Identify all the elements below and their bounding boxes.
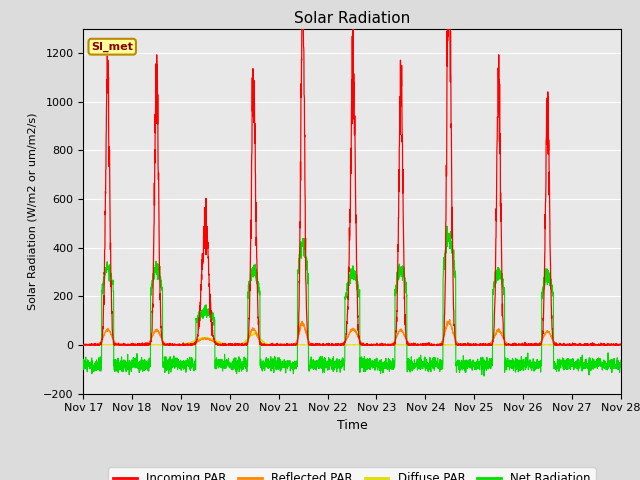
- Title: Solar Radiation: Solar Radiation: [294, 11, 410, 26]
- Y-axis label: Solar Radiation (W/m2 or um/m2/s): Solar Radiation (W/m2 or um/m2/s): [28, 112, 37, 310]
- X-axis label: Time: Time: [337, 419, 367, 432]
- Text: SI_met: SI_met: [92, 42, 133, 52]
- Legend: Incoming PAR, Reflected PAR, Diffuse PAR, Net Radiation: Incoming PAR, Reflected PAR, Diffuse PAR…: [108, 468, 596, 480]
